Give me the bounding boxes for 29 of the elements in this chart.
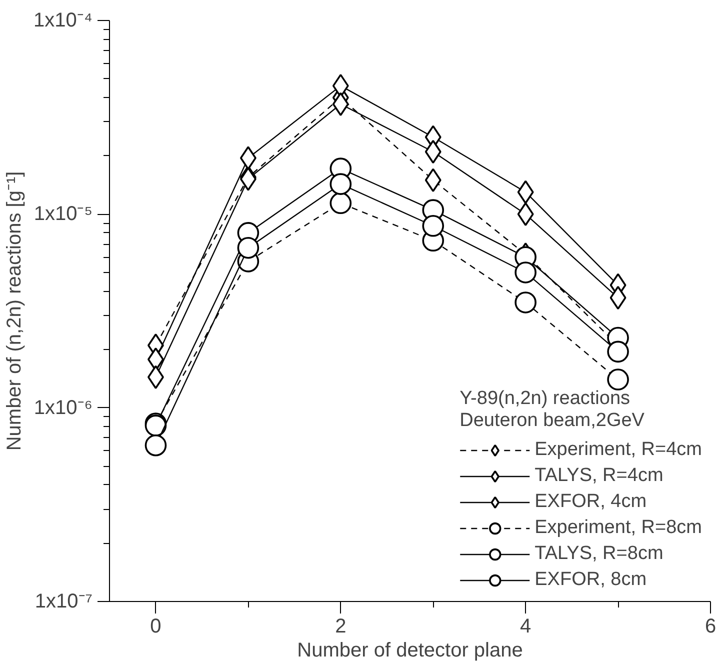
point xyxy=(424,168,442,192)
point xyxy=(240,146,256,170)
point xyxy=(237,236,260,259)
legend-label: Experiment, R=8cm xyxy=(534,516,702,540)
y-tick-label: 1x10⁻⁵ xyxy=(34,203,93,226)
y-tick-label: 1x10⁻⁷ xyxy=(34,590,93,612)
y-axis-title: Number of (n,2n) reactions [g⁻¹] xyxy=(4,171,26,451)
point xyxy=(514,262,536,284)
y-tick-label: 1x10⁻⁴ xyxy=(34,10,93,32)
x-axis-title: Number of detector plane xyxy=(297,640,523,662)
x-tick-label: 0 xyxy=(150,616,162,638)
x-tick-label: 2 xyxy=(335,616,346,638)
y-tick-label: 1x10⁻⁶ xyxy=(34,396,93,419)
legend-title: Y-89(n,2n) reactions Deuteron beam,2GeV xyxy=(460,388,646,432)
x-tick-label: 6 xyxy=(704,616,716,638)
point xyxy=(330,173,352,195)
point xyxy=(517,180,534,204)
point xyxy=(144,434,167,456)
legend-label: TALYS, R=8cm xyxy=(534,542,664,566)
point xyxy=(422,215,444,237)
point xyxy=(607,368,629,390)
legend-label: Experiment, R=4cm xyxy=(534,438,702,462)
point xyxy=(330,192,352,214)
legend-label: EXFOR, 4cm xyxy=(534,490,647,514)
legend-label: TALYS, R=4cm xyxy=(534,464,664,488)
x-tick-label: 4 xyxy=(520,616,532,638)
legend-label: EXFOR, 8cm xyxy=(534,568,647,592)
point xyxy=(514,292,536,314)
point xyxy=(607,340,629,363)
